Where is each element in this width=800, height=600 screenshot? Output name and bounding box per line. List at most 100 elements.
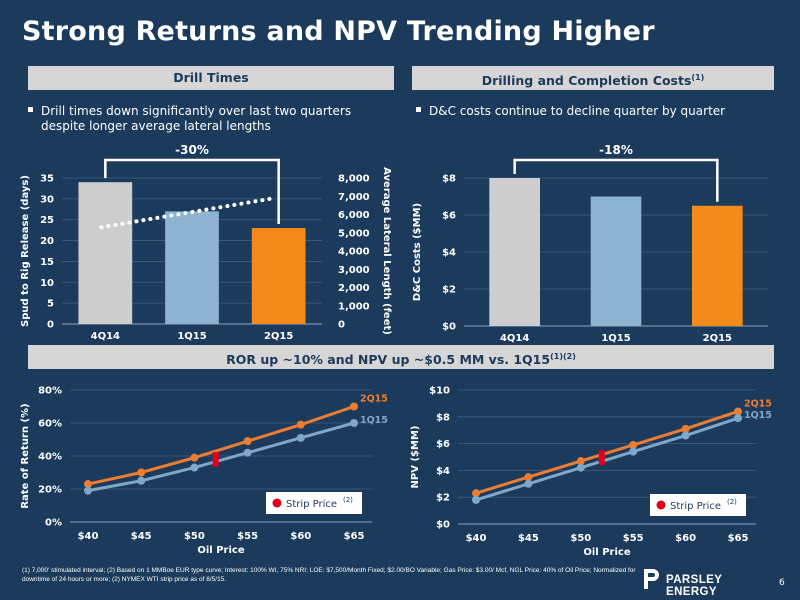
x-tick-label: $60 bbox=[675, 533, 696, 544]
series-point-2q15 bbox=[629, 440, 638, 449]
series-line-2q15 bbox=[475, 410, 739, 495]
series-point-2q15 bbox=[296, 420, 305, 429]
y-tick-label: 20 bbox=[40, 236, 54, 247]
legend-box bbox=[266, 492, 362, 514]
y-tick-label: $4 bbox=[436, 466, 450, 477]
y2-tick-label: 7,000 bbox=[338, 192, 370, 203]
y-tick-label: 40% bbox=[38, 452, 62, 463]
x-tick-label: 1Q15 bbox=[177, 331, 206, 342]
lateral-length-trendline bbox=[99, 196, 277, 230]
y-tick-label: 10 bbox=[40, 278, 54, 289]
series-label-2q15: 2Q15 bbox=[744, 398, 772, 409]
ror-npv-header: ROR up ~10% and NPV up ~$0.5 MM vs. 1Q15… bbox=[28, 345, 774, 369]
x-tick-label: 4Q14 bbox=[500, 333, 529, 344]
strip-price-marker bbox=[598, 450, 605, 459]
series-point-2q15 bbox=[734, 407, 742, 416]
series-point-1q15 bbox=[243, 448, 252, 457]
drill-times-header: Drill Times bbox=[28, 66, 394, 90]
series-label-1q15: 1Q15 bbox=[360, 415, 388, 426]
legend-strip-price-icon bbox=[272, 498, 282, 508]
y-tick-label: 5 bbox=[47, 299, 54, 310]
x-tick-label: 4Q14 bbox=[91, 331, 120, 342]
y-tick-label: 15 bbox=[40, 257, 54, 268]
legend-strip-price-icon bbox=[656, 500, 666, 510]
y-tick-label: 80% bbox=[38, 386, 62, 397]
legend-sup: (2) bbox=[343, 496, 353, 504]
bullet-square-icon bbox=[416, 107, 421, 112]
npv-chart: $0 $2 $4 $6 $8 $10 $40 $45 $50 $55 $60 $65 Oil Price… bbox=[410, 386, 772, 559]
dc-costs-header: Drilling and Completion Costs(1) bbox=[412, 66, 774, 90]
y-axis-label: Spud to Rig Release (days) bbox=[20, 175, 31, 327]
parsley-logo-icon bbox=[644, 569, 659, 589]
footnote: (1) 7,000' stimulated interval; (2) Base… bbox=[22, 567, 636, 583]
x-axis-label: Oil Price bbox=[583, 547, 630, 558]
y-tick-label: 20% bbox=[38, 485, 62, 496]
bar-1q15 bbox=[165, 211, 219, 324]
y-tick-label: $6 bbox=[442, 211, 456, 222]
x-tick-label: 1Q15 bbox=[601, 333, 630, 344]
y2-tick-label: 0 bbox=[338, 320, 345, 331]
drill-times-bullet: Drill times down significantly over last… bbox=[28, 104, 388, 134]
strip-price-marker bbox=[212, 458, 219, 467]
series-point-2q15 bbox=[84, 480, 92, 489]
y2-tick-label: 8,000 bbox=[338, 174, 370, 185]
y-tick-label: $0 bbox=[442, 322, 456, 333]
bar-4q14 bbox=[489, 178, 540, 326]
series-point-2q15 bbox=[350, 402, 358, 411]
series-point-1q15 bbox=[576, 463, 585, 472]
change-bracket bbox=[104, 158, 280, 225]
y2-axis-label: Average Lateral Length (feet) bbox=[381, 167, 392, 335]
x-tick-label: $40 bbox=[466, 533, 487, 544]
change-bracket bbox=[513, 158, 719, 202]
y-tick-label: $4 bbox=[442, 248, 456, 259]
y-tick-label: $10 bbox=[429, 386, 450, 397]
x-axis-label: Oil Price bbox=[197, 545, 244, 556]
page-title: Strong Returns and NPV Trending Higher bbox=[22, 16, 655, 47]
ror-chart: 0% 20% 40% 60% 80% $40 $45 $50 $55 $60 $65 Oil Pric… bbox=[20, 386, 388, 557]
series-point-2q15 bbox=[576, 457, 585, 466]
y-axis-label: D&C Costs ($MM) bbox=[412, 203, 423, 301]
x-tick-label: 2Q15 bbox=[264, 331, 293, 342]
parsley-energy-logo: PARSLEY ENERGY bbox=[642, 567, 772, 598]
y2-tick-label: 1,000 bbox=[338, 301, 370, 312]
bar-4q14 bbox=[78, 182, 133, 324]
legend-label: Strip Price bbox=[286, 499, 337, 510]
bullet-square-icon bbox=[28, 107, 33, 112]
x-tick-label: $50 bbox=[184, 531, 205, 542]
y-tick-label: $0 bbox=[436, 520, 450, 531]
series-point-2q15 bbox=[681, 424, 690, 433]
bar-2q15 bbox=[251, 228, 306, 324]
x-tick-label: $55 bbox=[237, 531, 258, 542]
bar-2q15 bbox=[692, 205, 743, 326]
series-point-1q15 bbox=[629, 447, 638, 456]
series-point-1q15 bbox=[296, 433, 305, 442]
y-tick-label: 60% bbox=[38, 419, 62, 430]
y-tick-label: 25 bbox=[40, 215, 54, 226]
x-tick-label: $40 bbox=[78, 531, 99, 542]
series-line-1q15 bbox=[475, 416, 739, 502]
x-tick-label: $65 bbox=[728, 533, 749, 544]
series-line-1q15 bbox=[87, 421, 355, 493]
y2-tick-label: 2,000 bbox=[338, 283, 370, 294]
dc-costs-chart: $0 $2 $4 $6 $8 4Q14 1Q15 2Q15 D&C Costs ($MM) -18… bbox=[412, 143, 768, 344]
page-number: 6 bbox=[779, 578, 785, 588]
y-axis-label: NPV ($MM) bbox=[410, 426, 421, 489]
y-axis-label: Rate of Return (%) bbox=[20, 403, 31, 508]
series-line-2q15 bbox=[87, 405, 355, 486]
series-point-1q15 bbox=[190, 463, 199, 472]
x-tick-label: $45 bbox=[518, 533, 539, 544]
strip-price-marker bbox=[212, 452, 219, 460]
series-point-1q15 bbox=[137, 476, 146, 485]
series-point-2q15 bbox=[472, 489, 480, 498]
x-tick-label: $60 bbox=[290, 531, 311, 542]
legend-sup: (2) bbox=[727, 498, 737, 506]
series-point-1q15 bbox=[350, 419, 358, 427]
series-label-2q15: 2Q15 bbox=[360, 394, 388, 405]
y-tick-label: $2 bbox=[436, 493, 450, 504]
series-label-1q15: 1Q15 bbox=[744, 410, 772, 421]
series-point-1q15 bbox=[472, 495, 480, 504]
y-tick-label: $2 bbox=[442, 285, 456, 296]
series-point-2q15 bbox=[190, 453, 199, 462]
y-tick-label: 30 bbox=[40, 194, 54, 205]
y2-tick-label: 4,000 bbox=[338, 247, 370, 258]
